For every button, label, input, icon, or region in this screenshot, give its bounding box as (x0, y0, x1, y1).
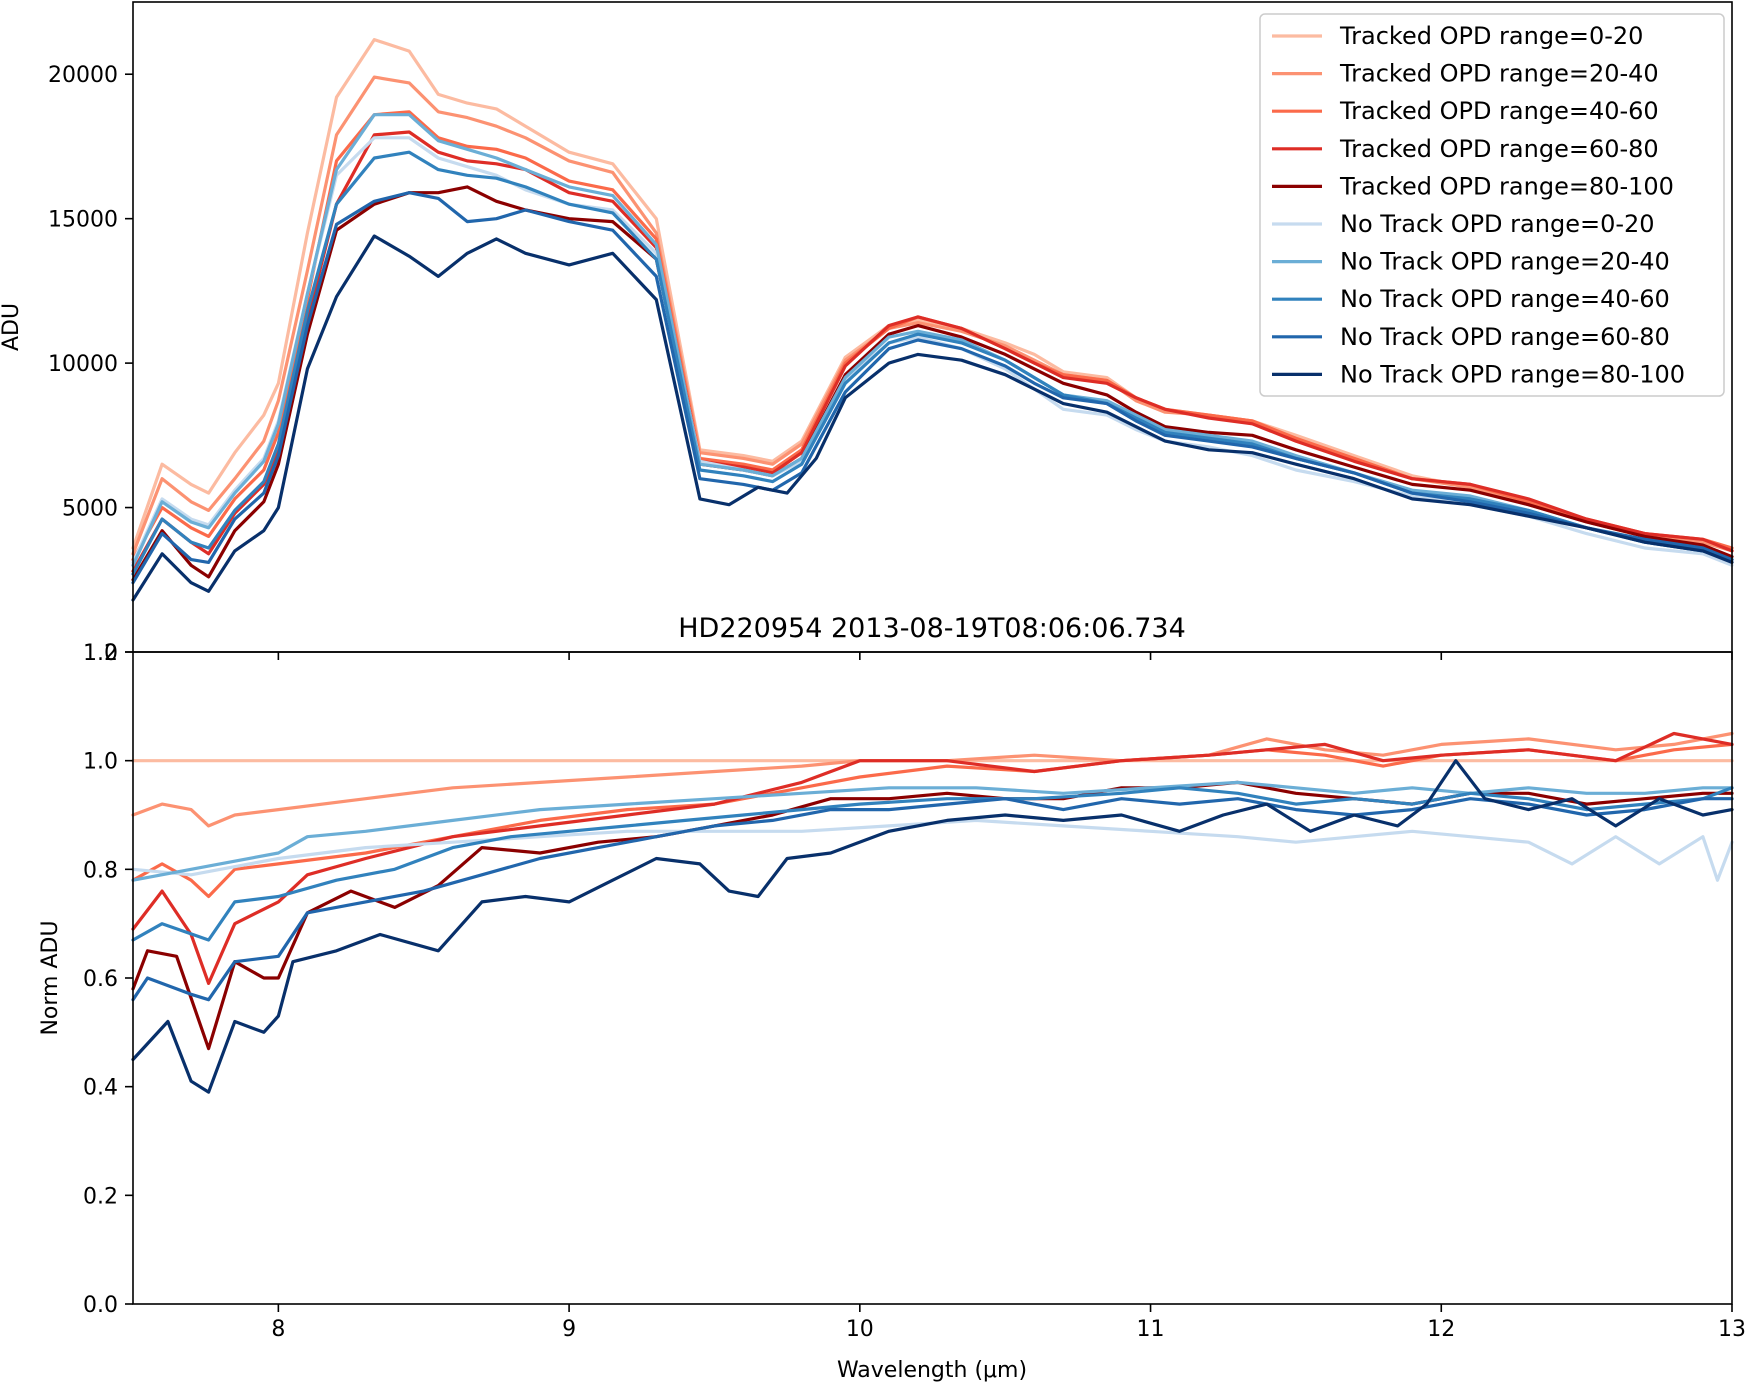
norm-x-ticks: 8 9 10 11 12 13 (271, 1304, 1746, 1342)
norm-x-axis-label: Wavelength (μm) (837, 1358, 1027, 1383)
raw-y-axis-label: ADU (0, 303, 24, 351)
norm-y-tick-label: 0.8 (83, 858, 118, 883)
raw-adu-panel: 0 5000 10000 15000 20000 ADU (0, 1, 1734, 666)
legend-items: Tracked OPD range=0-20 Tracked OPD range=… (1272, 22, 1685, 388)
norm-x-tick-label: 10 (846, 1317, 874, 1342)
norm-x-tick-label: 9 (562, 1317, 576, 1342)
norm-chart-title: HD220954 2013-08-19T08:06:06.734 (678, 613, 1186, 644)
norm-y-tick-label: 0.0 (83, 1293, 118, 1318)
norm-y-tick-label: 1.2 (83, 641, 118, 666)
norm-series-line-9 (131, 759, 1734, 1094)
legend-label-6: No Track OPD range=20-40 (1340, 248, 1670, 276)
norm-x-tick-label: 8 (271, 1317, 285, 1342)
norm-adu-panel: HD220954 2013-08-19T08:06:06.734 8 9 10 11 1… (38, 613, 1746, 1383)
legend-label-4: Tracked OPD range=80-100 (1339, 172, 1674, 200)
legend-label-1: Tracked OPD range=20-40 (1339, 60, 1659, 88)
norm-series-line-6 (131, 780, 1734, 882)
raw-series-group (131, 38, 1734, 602)
raw-y-tick-label: 20000 (48, 63, 118, 88)
legend-label-3: Tracked OPD range=60-80 (1339, 135, 1659, 163)
norm-series-line-3 (131, 731, 1734, 985)
norm-y-axis-label: Norm ADU (38, 920, 63, 1035)
norm-series-group (131, 731, 1734, 1094)
norm-y-tick-label: 0.4 (83, 1076, 118, 1101)
legend-box (1259, 13, 1725, 397)
norm-series-line-5 (131, 818, 1734, 882)
norm-series-line-7 (131, 786, 1734, 942)
norm-y-tick-label: 0.2 (83, 1184, 118, 1209)
raw-y-tick-label: 10000 (48, 352, 118, 377)
legend-label-9: No Track OPD range=80-100 (1340, 360, 1685, 388)
norm-series-line-8 (131, 797, 1734, 1002)
norm-y-tick-label: 1.0 (83, 750, 118, 775)
norm-x-tick-label: 12 (1427, 1317, 1455, 1342)
raw-series-line-9 (131, 234, 1734, 602)
legend-label-0: Tracked OPD range=0-20 (1339, 22, 1643, 50)
legend-label-8: No Track OPD range=60-80 (1340, 323, 1670, 351)
norm-y-ticks: 0.0 0.2 0.4 0.6 0.8 1.0 1.2 (83, 641, 133, 1318)
raw-y-ticks: 0 5000 10000 15000 20000 (48, 63, 133, 666)
raw-y-tick-label: 5000 (62, 497, 118, 522)
norm-y-tick-label: 0.6 (83, 967, 118, 992)
raw-series-line-3 (131, 130, 1734, 573)
raw-y-tick-label: 15000 (48, 208, 118, 233)
legend-label-5: No Track OPD range=0-20 (1340, 210, 1655, 238)
legend: Tracked OPD range=0-20 Tracked OPD range=… (1259, 13, 1725, 397)
legend-label-7: No Track OPD range=40-60 (1340, 285, 1670, 313)
norm-x-tick-label: 13 (1718, 1317, 1746, 1342)
raw-y-tick-label: 0 (104, 641, 118, 666)
legend-label-2: Tracked OPD range=40-60 (1339, 97, 1659, 125)
raw-series-line-8 (131, 191, 1734, 585)
norm-x-tick-label: 11 (1137, 1317, 1165, 1342)
